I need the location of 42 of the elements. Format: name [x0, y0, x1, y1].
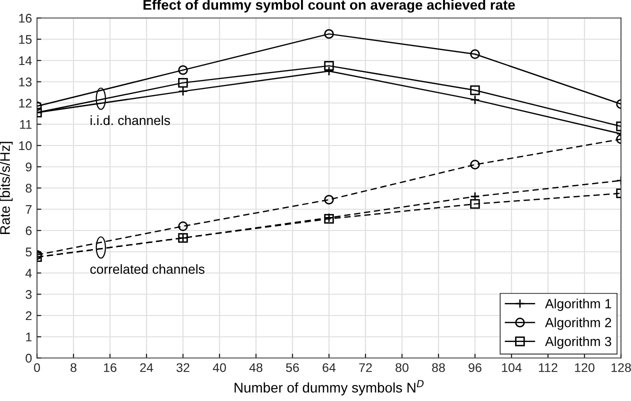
x-tick-label: 120: [575, 363, 594, 372]
y-tick-label: 14: [19, 56, 32, 66]
x-tick-label: 16: [104, 363, 116, 372]
y-tick-label: 16: [19, 14, 32, 23]
chart-title: Effect of dummy symbol count on average achieved rate: [144, 0, 515, 13]
x-tick-label: 56: [286, 363, 299, 372]
x-tick-label: 64: [322, 363, 336, 372]
y-tick-label: 15: [19, 35, 32, 44]
x-tick-label: 80: [396, 363, 408, 372]
y-tick-label: 9: [26, 162, 32, 172]
y-tick-label: 5: [26, 248, 32, 256]
legend-label: Algorithm 2: [545, 318, 612, 330]
y-tick-label: 12: [19, 98, 32, 108]
x-tick-label: 32: [176, 363, 190, 372]
x-tick-label: 24: [140, 363, 154, 372]
y-tick-label: 10: [19, 141, 32, 150]
x-tick-label: 40: [212, 363, 226, 372]
x-tick-label: 48: [249, 363, 262, 372]
annotation: correlated channels: [90, 264, 204, 274]
y-tick-label: 2: [26, 311, 32, 320]
legend-label: Algorithm 3: [545, 336, 612, 349]
x-axis-title: Number of dummy symbols N$^{D}$: [234, 380, 424, 396]
y-axis-title: Rate [bits/s/Hz]: [0, 142, 13, 234]
y-tick-label: 11: [20, 120, 32, 129]
x-tick-label: 128: [612, 363, 631, 372]
annotation: i.i.d. channels: [90, 115, 170, 126]
x-tick-label: 0: [34, 363, 40, 372]
y-tick-label: 7: [26, 205, 32, 214]
y-tick-label: 1: [26, 332, 32, 342]
y-tick-label: 4: [25, 268, 32, 278]
y-tick-label: 13: [19, 78, 32, 86]
y-tick-label: 0: [26, 354, 32, 363]
y-tick-label: 8: [26, 184, 32, 193]
legend-label: Algorithm 1: [545, 298, 612, 311]
x-tick-label: 88: [432, 363, 445, 372]
x-tick-label: 96: [468, 363, 482, 372]
y-tick-label: 6: [26, 226, 32, 236]
x-tick-label: 72: [359, 363, 372, 372]
x-tick-label: 8: [70, 363, 76, 372]
x-tick-label: 104: [502, 363, 522, 372]
x-tick-label: 112: [538, 363, 558, 372]
y-tick-label: 3: [26, 290, 32, 299]
